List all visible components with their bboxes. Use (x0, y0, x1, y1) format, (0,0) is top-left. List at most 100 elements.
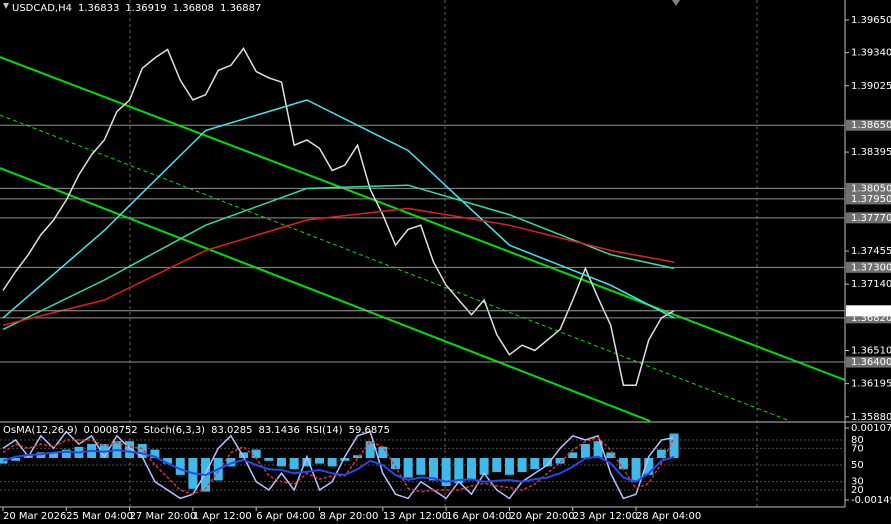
indicator-line (2, 436, 675, 496)
level-label: 1.38650 (851, 120, 891, 131)
osma-bar (669, 433, 679, 459)
header-text: 1.36808 (173, 3, 214, 14)
y-tick-label: 1.37140 (851, 279, 891, 290)
level-box (846, 312, 891, 324)
y-tick-label: 1.39340 (851, 48, 891, 59)
y-tick-label: 1.36195 (851, 379, 891, 390)
osma-bar (49, 452, 59, 459)
header-text: 1.36833 (78, 3, 119, 14)
osma-bar (428, 458, 438, 481)
moving-average (2, 99, 675, 319)
y2-tick-label: 50 (851, 460, 864, 471)
header-text: 59.6875 (349, 425, 390, 436)
x-tick-label: 20 Mar 2026 (3, 511, 66, 522)
osma-bar (125, 441, 135, 459)
level-label: 1.36400 (851, 357, 891, 368)
osma-bar (315, 458, 325, 464)
level-label: 1.36820 (851, 313, 891, 324)
symbol-icon (3, 3, 9, 9)
header-text: USDCAD,H4 (12, 3, 72, 14)
osma-bar (466, 458, 476, 481)
osma-bar (302, 458, 312, 467)
osma-bar (644, 458, 654, 475)
level-label: 1.37950 (851, 194, 891, 205)
header-text: Stoch(6,3,3) (144, 425, 206, 436)
osma-bar (606, 452, 616, 459)
osma-bar (61, 449, 71, 459)
indicator-line (2, 448, 675, 483)
shift-marker (672, 0, 680, 6)
level-label: 1.38050 (851, 183, 891, 194)
plot (0, 47, 845, 500)
header-text: 83.0285 (211, 425, 252, 436)
osma-bar (542, 458, 552, 467)
y-tick-label: 1.36510 (851, 345, 891, 356)
osma-bar (441, 458, 451, 487)
level-box (846, 212, 891, 224)
osma-bar (340, 458, 350, 461)
osma-bar (492, 458, 502, 473)
osma-bar (251, 449, 261, 459)
trend-line (0, 114, 791, 422)
y2-tick-label: 30 (851, 477, 864, 488)
osma-bar (631, 458, 641, 481)
osma-bar (593, 441, 603, 459)
osma-bar (580, 443, 590, 459)
x-tick-label: 28 Apr 04:00 (636, 511, 701, 522)
osma-bar (239, 452, 249, 459)
osma-bar (618, 458, 628, 470)
osma-bar (137, 443, 147, 459)
level-box (846, 119, 891, 131)
header-text: 1.36887 (220, 3, 261, 14)
x-tick-label: 13 Apr 12:00 (383, 511, 448, 522)
osma-bar (11, 458, 21, 461)
osma-bar (568, 452, 578, 459)
trend-line (0, 56, 846, 381)
osma-bar (365, 441, 375, 459)
osma-bar (530, 458, 540, 470)
level-box (846, 182, 891, 194)
y-tick-label: 0.001071 (851, 423, 891, 434)
x-tick-label: 1 Apr 12:00 (193, 511, 252, 522)
osma-bar (416, 458, 426, 475)
y-tick-label: -0.001499 (851, 495, 891, 506)
x-tick-label: 23 Apr 12:00 (573, 511, 638, 522)
y2-tick-label: 80 (851, 435, 864, 446)
level-box (846, 193, 891, 205)
x-tick-label: 27 Mar 20:00 (130, 511, 197, 522)
header-text: 1.36919 (125, 3, 166, 14)
osma-bar (403, 458, 413, 478)
x-tick-label: 25 Mar 04:00 (66, 511, 133, 522)
y2-tick-label: 70 (851, 443, 864, 454)
y2-tick-label: 20 (851, 485, 864, 496)
y-tick-label: 1.39650 (851, 15, 891, 26)
moving-average (2, 207, 675, 326)
osma-bar (479, 458, 489, 475)
header-text: RSI(14) (306, 425, 343, 436)
y-tick-label: 1.38395 (851, 147, 891, 158)
osma-bar (163, 458, 173, 464)
osma-bar (656, 449, 666, 459)
current-price-label: 1.36887 (851, 306, 891, 317)
level-box (846, 261, 891, 273)
osma-bar (36, 452, 46, 459)
x-tick-label: 20 Apr 20:00 (509, 511, 574, 522)
level-label: 1.37770 (851, 213, 891, 224)
price-line (2, 47, 675, 386)
osma-bar (555, 458, 565, 464)
level-box (846, 356, 891, 368)
y-tick-label: 1.39025 (851, 81, 891, 92)
osma-bar (517, 458, 527, 473)
y-tick-label: 1.35880 (851, 412, 891, 423)
header-text: 83.1436 (258, 425, 299, 436)
osma-bar (264, 458, 274, 461)
trend-line (0, 167, 651, 422)
level-label: 1.37300 (851, 262, 891, 273)
indicator-line (2, 430, 675, 500)
osma-bar (289, 458, 299, 470)
x-tick-label: 6 Apr 04:00 (256, 511, 315, 522)
x-tick-label: 16 Apr 04:00 (446, 511, 511, 522)
